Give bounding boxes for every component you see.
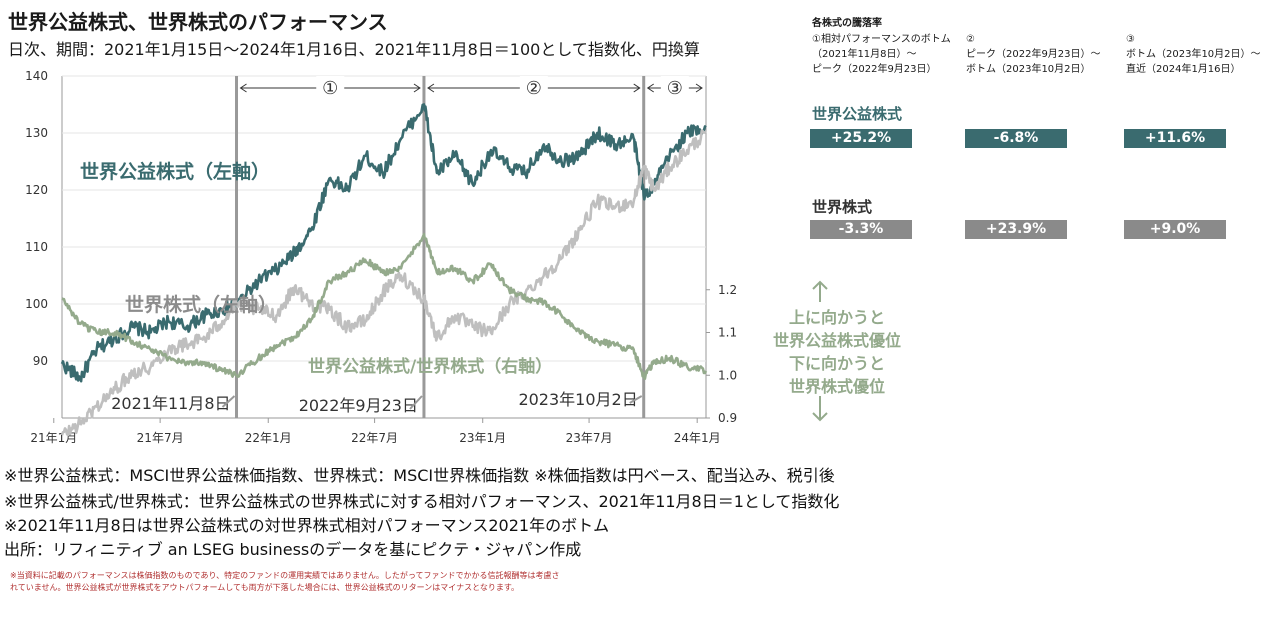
panel-title: 各株式の騰落率: [812, 18, 882, 29]
period-header-3-line1: ③: [1126, 34, 1135, 45]
period-number-label: ③: [667, 78, 683, 99]
period-header-1-line2: （2021年11月8日）～: [812, 49, 917, 60]
note-1: ※世界公益株式：MSCI世界公益株価指数、世界株式：MSCI世界株価指数 ※株価…: [4, 466, 835, 485]
right-tick-label: 1.2: [718, 283, 737, 297]
right-tick-label: 0.9: [718, 411, 737, 425]
period-label-bg: [316, 76, 345, 98]
period-arrow-left-icon: [646, 83, 654, 93]
chart-subtitle: 日次、期間：2021年1月15日～2024年1月16日、2021年11月8日＝1…: [8, 40, 700, 59]
series-label-2: 世界公益株式/世界株式（右軸）: [308, 356, 552, 377]
x-tick-label: 22年7月: [351, 431, 398, 445]
return-badge-public-3: +11.6%: [1124, 129, 1226, 148]
period-label-bg: [660, 76, 689, 98]
period-header-2: ② ピーク（2022年9月23日）～ ボトム（2023年10月2日）: [966, 32, 1101, 77]
left-tick-label: 120: [25, 183, 48, 197]
disclaimer-line-1: ※当資料に記載のパフォーマンスは株価指数のものであり、特定のファンドの運用実績で…: [10, 571, 560, 580]
series-line-1: [60, 129, 707, 437]
marker-pointer-icon: [409, 395, 423, 410]
return-badge-public-2: -6.8%: [965, 129, 1067, 148]
period-arrow-right-icon: [413, 83, 421, 93]
x-tick-label: 23年1月: [459, 431, 506, 445]
x-tick-label: 23年7月: [566, 431, 613, 445]
right-tick-label: 1.0: [718, 368, 737, 382]
period-header-1-line1: ①相対パフォーマンスのボトム: [812, 34, 951, 45]
legend-up-text: 上に向かうと 世界公益株式優位: [752, 306, 922, 352]
legend-up-line1: 上に向かうと: [788, 308, 885, 327]
up-down-arrow-icon: [812, 280, 828, 422]
period-header-3-line3: 直近（2024年1月16日）: [1126, 64, 1241, 75]
period-header-1: ①相対パフォーマンスのボトム （2021年11月8日）～ ピーク（2022年9月…: [812, 32, 951, 77]
period-number-label: ②: [526, 78, 542, 99]
row-name-public: 世界公益株式: [812, 105, 903, 123]
period-header-2-line2: ピーク（2022年9月23日）～: [966, 49, 1101, 60]
legend-down-text: 下に向かうと 世界株式優位: [752, 352, 922, 398]
period-header-3-line2: ボトム（2023年10月2日）～: [1126, 49, 1261, 60]
legend-down-line2: 世界株式優位: [788, 377, 885, 396]
row-name-world: 世界株式: [812, 198, 873, 216]
legend-up-line2: 世界公益株式優位: [772, 331, 901, 350]
left-tick-label: 130: [25, 126, 48, 140]
period-arrow-left-icon: [427, 83, 435, 93]
x-tick-label: 24年1月: [674, 431, 721, 445]
period-number-label: ①: [322, 78, 338, 99]
left-tick-label: 100: [25, 297, 48, 311]
source-note: 出所：リフィニティブ an LSEG businessのデータを基にピクテ・ジャ…: [4, 540, 582, 559]
chart-title: 世界公益株式、世界株式のパフォーマンス: [8, 10, 388, 34]
period-label-bg: [519, 76, 548, 98]
period-arrow-left-icon: [239, 83, 247, 93]
left-tick-label: 140: [25, 69, 48, 83]
return-badge-world-1: -3.3%: [810, 220, 912, 239]
period-header-3: ③ ボトム（2023年10月2日）～ 直近（2024年1月16日）: [1126, 32, 1261, 77]
x-tick-label: 22年1月: [245, 431, 292, 445]
period-arrow-right-icon: [695, 83, 703, 93]
disclaimer-line-2: れていません。世界公益株式が世界株式をアウトパフォームしても両方が下落した場合に…: [10, 583, 520, 592]
series-line-2: [61, 232, 708, 381]
period-header-2-line1: ②: [966, 34, 975, 45]
left-tick-label: 90: [33, 354, 48, 368]
series-line-0: [60, 103, 707, 383]
note-3: ※2021年11月8日は世界公益株式の対世界株式相対パフォーマンス2021年のボ…: [4, 516, 610, 535]
x-tick-label: 21年7月: [137, 431, 184, 445]
return-badge-world-2: +23.9%: [965, 220, 1067, 239]
x-tick-label: 21年1月: [30, 431, 77, 445]
marker-date-label: 2022年9月23日: [299, 396, 418, 415]
marker-pointer-icon: [629, 395, 643, 404]
marker-pointer-icon: [221, 395, 236, 408]
series-label-0: 世界公益株式（左軸）: [80, 160, 270, 183]
marker-date-label: 2023年10月2日: [518, 390, 637, 409]
period-header-1-line3: ピーク（2022年9月23日）: [812, 64, 937, 75]
return-badge-public-1: +25.2%: [810, 129, 912, 148]
series-label-1: 世界株式（左軸）: [125, 293, 277, 316]
period-header-2-line3: ボトム（2023年10月2日）: [966, 64, 1091, 75]
period-arrow-right-icon: [633, 83, 641, 93]
note-2: ※世界公益株式/世界株式：世界公益株式の世界株式に対する相対パフォーマンス、20…: [4, 492, 840, 511]
marker-date-label: 2021年11月8日: [111, 394, 230, 413]
right-tick-label: 1.1: [718, 326, 737, 340]
left-tick-label: 110: [25, 240, 48, 254]
performance-chart: 21年1月 21年7月 22年1月 22年7月 23年1月 23年7月 24年1月 90 10…: [25, 69, 737, 445]
return-badge-world-3: +9.0%: [1124, 220, 1226, 239]
legend-down-line1: 下に向かうと: [788, 354, 885, 373]
